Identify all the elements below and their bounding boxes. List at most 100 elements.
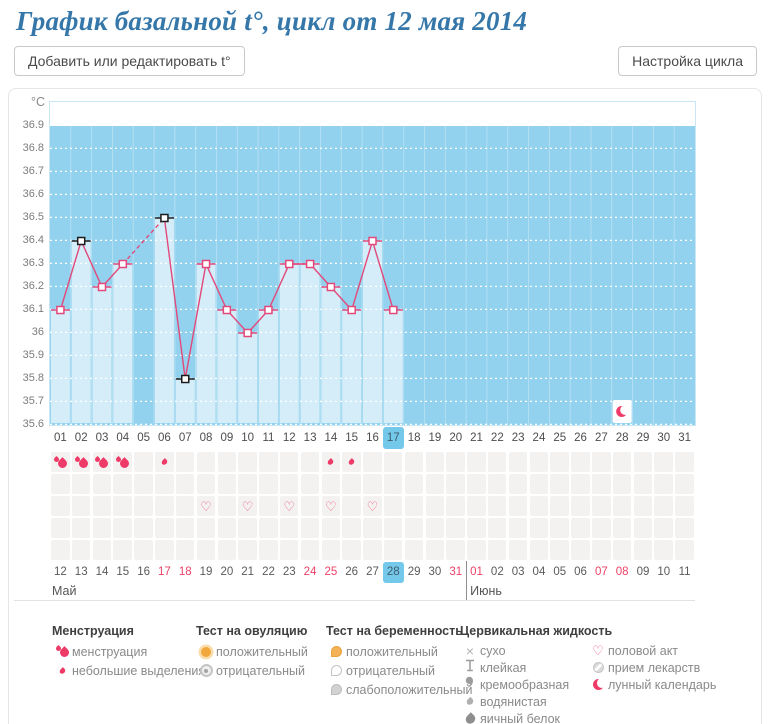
symptom-cell-fluid-row[interactable] [155, 518, 174, 538]
symptom-cell-intercourse-row[interactable] [383, 496, 403, 516]
symptom-cell-fluid-row[interactable] [446, 518, 465, 538]
symptom-cell-menstruation-row[interactable] [155, 452, 174, 472]
cycle-day-label[interactable]: 30 [657, 432, 671, 444]
symptom-cell-tests-row[interactable] [425, 474, 445, 494]
symptom-cell-fluid-row[interactable] [217, 518, 237, 538]
symptom-cell-fluid-row[interactable] [654, 518, 673, 538]
symptom-cell-fluid-row[interactable] [113, 518, 132, 538]
symptom-cell-medication-row[interactable] [612, 540, 632, 560]
symptom-cell-menstruation-row[interactable] [134, 452, 153, 472]
symptom-cell-fluid-row[interactable] [487, 518, 507, 538]
symptom-cell-fluid-row[interactable] [259, 518, 278, 538]
symptom-cell-tests-row[interactable] [92, 474, 112, 494]
cycle-day-label[interactable]: 23 [511, 432, 525, 444]
symptom-cell-menstruation-row[interactable] [612, 452, 632, 472]
symptom-cell-intercourse-row[interactable]: ♡ [321, 496, 341, 516]
symptom-cell-medication-row[interactable] [508, 540, 528, 560]
cycle-day-label[interactable]: 02 [74, 432, 88, 444]
symptom-cell-tests-row[interactable] [446, 474, 465, 494]
temperature-point-day-9[interactable] [217, 305, 237, 315]
symptom-cell-fluid-row[interactable] [612, 518, 632, 538]
temperature-point-day-12[interactable] [279, 259, 299, 269]
symptom-cell-tests-row[interactable] [155, 474, 174, 494]
symptom-cell-medication-row[interactable] [363, 540, 382, 560]
symptom-cell-intercourse-row[interactable] [175, 496, 195, 516]
symptom-cell-fluid-row[interactable] [196, 518, 216, 538]
symptom-cell-medication-row[interactable] [71, 540, 91, 560]
symptom-cell-tests-row[interactable] [383, 474, 403, 494]
symptom-cell-tests-row[interactable] [238, 474, 257, 494]
symptom-cell-medication-row[interactable] [51, 540, 70, 560]
symptom-cell-menstruation-row[interactable] [92, 452, 112, 472]
symptom-cell-intercourse-row[interactable] [113, 496, 132, 516]
symptom-cell-menstruation-row[interactable] [404, 452, 424, 472]
cycle-day-label[interactable]: 06 [158, 432, 171, 444]
cycle-day-label[interactable]: 28 [615, 432, 629, 444]
symptom-cell-tests-row[interactable] [196, 474, 216, 494]
symptom-cell-tests-row[interactable] [508, 474, 528, 494]
symptom-cell-fluid-row[interactable] [425, 518, 445, 538]
symptom-cell-menstruation-row[interactable] [633, 452, 653, 472]
symptom-cell-tests-row[interactable] [300, 474, 320, 494]
cycle-day-label[interactable]: 29 [636, 432, 650, 444]
symptom-cell-medication-row[interactable] [113, 540, 132, 560]
symptom-cell-menstruation-row[interactable] [175, 452, 195, 472]
symptom-cell-medication-row[interactable] [654, 540, 673, 560]
symptom-cell-tests-row[interactable] [113, 474, 132, 494]
symptom-cell-intercourse-row[interactable]: ♡ [363, 496, 382, 516]
symptom-cell-medication-row[interactable] [571, 540, 590, 560]
symptom-cell-tests-row[interactable] [654, 474, 673, 494]
symptom-cell-tests-row[interactable] [487, 474, 507, 494]
symptom-cell-menstruation-row[interactable] [529, 452, 549, 472]
symptom-cell-tests-row[interactable] [259, 474, 278, 494]
symptom-cell-fluid-row[interactable] [363, 518, 382, 538]
cycle-day-label[interactable]: 14 [324, 432, 338, 444]
symptom-cell-menstruation-row[interactable] [217, 452, 237, 472]
symptom-cell-medication-row[interactable] [300, 540, 320, 560]
symptom-cell-intercourse-row[interactable] [467, 496, 486, 516]
symptom-cell-tests-row[interactable] [467, 474, 486, 494]
symptom-cell-medication-row[interactable] [467, 540, 486, 560]
temperature-point-day-11[interactable] [258, 305, 278, 315]
symptom-cell-menstruation-row[interactable] [487, 452, 507, 472]
temperature-point-day-6[interactable] [154, 213, 174, 223]
symptom-cell-fluid-row[interactable] [71, 518, 91, 538]
symptom-cell-tests-row[interactable] [592, 474, 611, 494]
symptom-cell-fluid-row[interactable] [342, 518, 361, 538]
symptom-cell-menstruation-row[interactable] [342, 452, 361, 472]
symptom-cell-intercourse-row[interactable]: ♡ [196, 496, 216, 516]
symptom-cell-menstruation-row[interactable] [259, 452, 278, 472]
symptom-cell-intercourse-row[interactable] [51, 496, 70, 516]
symptom-cell-fluid-row[interactable] [675, 518, 694, 538]
cycle-day-label[interactable]: 04 [116, 432, 130, 444]
symptom-cell-intercourse-row[interactable] [342, 496, 361, 516]
symptom-cell-fluid-row[interactable] [508, 518, 528, 538]
symptom-cell-tests-row[interactable] [363, 474, 382, 494]
symptom-cell-menstruation-row[interactable] [508, 452, 528, 472]
cycle-day-label[interactable]: 05 [137, 432, 151, 444]
symptom-cell-intercourse-row[interactable] [404, 496, 424, 516]
cycle-settings-button[interactable]: Настройка цикла [618, 46, 757, 76]
symptom-cell-tests-row[interactable] [134, 474, 153, 494]
symptom-cell-medication-row[interactable] [155, 540, 174, 560]
symptom-cell-fluid-row[interactable] [238, 518, 257, 538]
symptom-cell-intercourse-row[interactable] [300, 496, 320, 516]
symptom-cell-medication-row[interactable] [446, 540, 465, 560]
cycle-day-label[interactable]: 20 [449, 432, 463, 444]
symptom-cell-fluid-row[interactable] [592, 518, 611, 538]
symptom-cell-intercourse-row[interactable] [529, 496, 549, 516]
symptom-cell-medication-row[interactable] [675, 540, 694, 560]
symptom-cell-menstruation-row[interactable] [113, 452, 132, 472]
cycle-day-label[interactable]: 12 [282, 432, 296, 444]
symptom-cell-intercourse-row[interactable] [612, 496, 632, 516]
cycle-day-label[interactable]: 13 [303, 432, 317, 444]
cycle-day-label[interactable]: 03 [95, 432, 109, 444]
symptom-cell-tests-row[interactable] [321, 474, 341, 494]
cycle-day-label[interactable]: 08 [199, 432, 213, 444]
symptom-cell-fluid-row[interactable] [633, 518, 653, 538]
temperature-point-day-17[interactable] [383, 305, 403, 315]
add-edit-temp-button[interactable]: Добавить или редактировать t° [14, 46, 245, 76]
symptom-cell-intercourse-row[interactable] [446, 496, 465, 516]
symptom-cell-intercourse-row[interactable] [71, 496, 91, 516]
symptom-cell-tests-row[interactable] [550, 474, 569, 494]
